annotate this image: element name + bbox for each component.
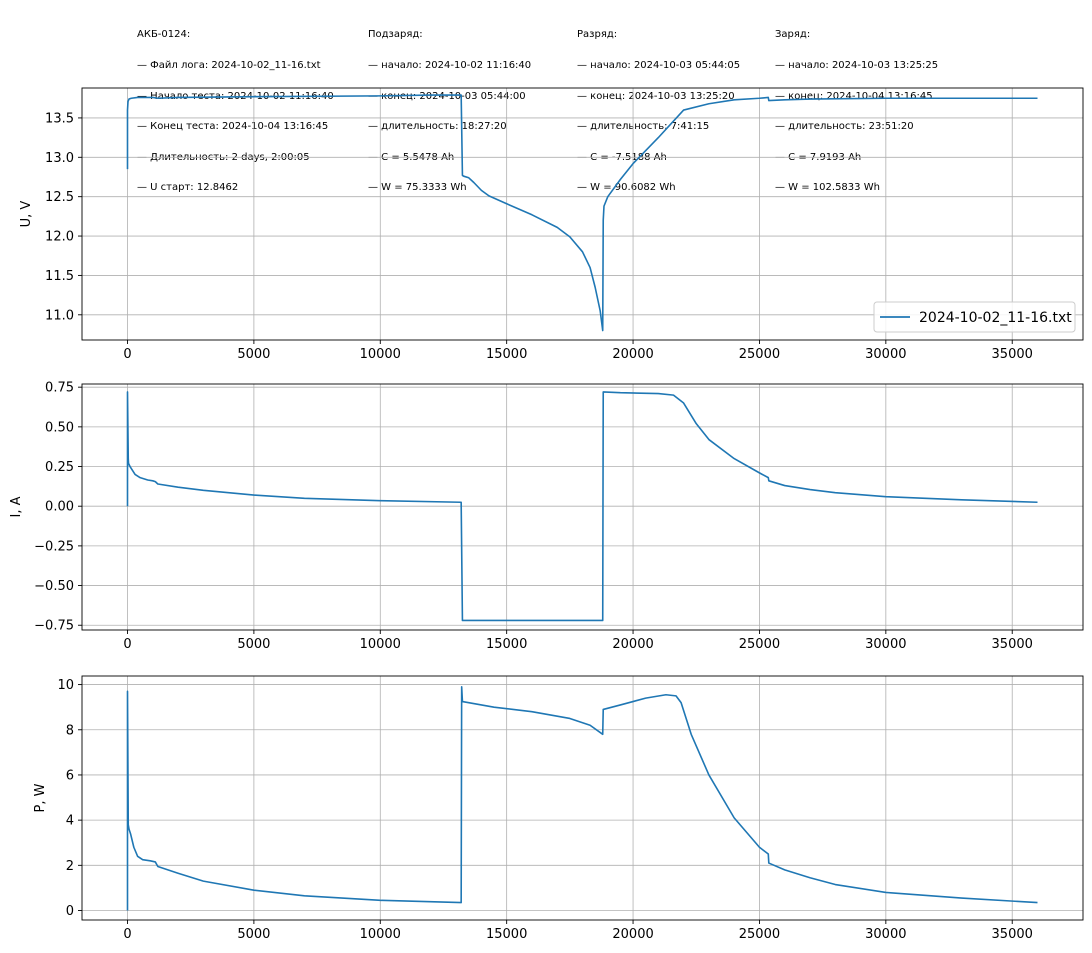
info-line: — начало: 2024-10-02 11:16:40	[368, 60, 532, 72]
y-tick-label: 11.5	[45, 269, 74, 284]
series-line	[126, 686, 1038, 911]
x-tick-label: 10000	[360, 927, 401, 942]
y-tick-label: 4	[66, 814, 74, 829]
info-line: — начало: 2024-10-03 05:44:05	[577, 60, 741, 72]
x-tick-label: 5000	[237, 637, 270, 652]
plot-frame	[81, 675, 1084, 921]
x-tick-label: 20000	[612, 637, 653, 652]
info-title: Подзаряд:	[368, 29, 423, 41]
info-title: Разряд:	[577, 29, 618, 41]
y-tick-label: 0.25	[45, 460, 74, 475]
info-line: — длительность: 23:51:20	[775, 121, 914, 133]
x-tick-label: 0	[123, 927, 131, 942]
legend-label: 2024-10-02_11-16.txt	[919, 310, 1072, 326]
y-tick-label: 11.0	[45, 308, 74, 323]
x-tick-label: 0	[123, 347, 131, 362]
y-tick-label: −0.25	[34, 539, 74, 554]
y-tick-label: 6	[66, 768, 74, 783]
x-tick-label: 15000	[486, 927, 527, 942]
x-tick-label: 15000	[486, 637, 527, 652]
info-line: — W = 75.3333 Wh	[368, 182, 467, 194]
info-title: АКБ-0124:	[137, 29, 191, 41]
voltage-chart-panel: 0 5000 10000 15000 20000 25000 30000 35000 11.0 1…	[19, 87, 1084, 362]
y-tick-label: 8	[66, 723, 74, 738]
info-line: — длительность: 7:41:15	[577, 121, 710, 133]
x-tick-label: 25000	[739, 927, 780, 942]
x-tick-label: 25000	[739, 347, 780, 362]
info-title: Заряд:	[775, 29, 811, 41]
y-tick-label: 13.0	[45, 151, 74, 166]
y-tick-label: −0.75	[34, 619, 74, 634]
x-tick-label: 30000	[865, 927, 906, 942]
series-line	[126, 94, 1038, 332]
y-tick-label: 0.00	[45, 500, 74, 515]
x-tick-label: 20000	[612, 347, 653, 362]
info-line: — конец: 2024-10-03 13:25:20	[577, 90, 735, 102]
y-axis-label: P, W	[33, 783, 48, 812]
info-line: — U старт: 12.8462	[137, 182, 239, 194]
plot-frame	[81, 87, 1084, 341]
y-tick-label: 12.5	[45, 190, 74, 205]
x-tick-label: 0	[123, 637, 131, 652]
series-line	[126, 391, 1038, 622]
x-tick-label: 35000	[992, 927, 1033, 942]
x-tick-label: 5000	[237, 347, 270, 362]
x-tick-label: 30000	[865, 637, 906, 652]
y-tick-label: 0	[66, 904, 74, 919]
info-line: — длительность: 18:27:20	[368, 121, 507, 133]
x-tick-label: 20000	[612, 927, 653, 942]
info-line: — начало: 2024-10-03 13:25:25	[775, 60, 939, 72]
y-tick-label: 12.0	[45, 230, 74, 245]
x-tick-label: 10000	[360, 637, 401, 652]
legend-box	[873, 301, 1076, 333]
x-tick-label: 10000	[360, 347, 401, 362]
info-column-charge: Заряд: — начало: 2024-10-03 13:25:25 — к…	[775, 10, 938, 204]
plot-frame	[81, 383, 1084, 631]
x-tick-label: 5000	[237, 927, 270, 942]
y-tick-label: 0.50	[45, 420, 74, 435]
y-axis-label: U, V	[19, 201, 34, 228]
x-tick-label: 15000	[486, 347, 527, 362]
y-tick-label: 13.5	[45, 111, 74, 126]
y-tick-label: 2	[66, 859, 74, 874]
power-chart-panel: 0 5000 10000 15000 20000 25000 30000 35000 0 2 4 6 8…	[33, 675, 1084, 942]
info-line: — Конец теста: 2024-10-04 13:16:45	[137, 121, 329, 133]
info-line: — W = 102.5833 Wh	[775, 182, 880, 194]
y-axis-label: I, A	[9, 496, 24, 517]
x-tick-label: 25000	[739, 637, 780, 652]
info-line: — Файл лога: 2024-10-02_11-16.txt	[137, 60, 321, 72]
y-tick-label: −0.50	[34, 579, 74, 594]
x-tick-label: 35000	[992, 347, 1033, 362]
legend: 2024-10-02_11-16.txt	[873, 301, 1076, 333]
x-tick-label: 30000	[865, 347, 906, 362]
info-line: — конец: 2024-10-04 13:16:45	[775, 90, 933, 102]
x-tick-label: 35000	[992, 637, 1033, 652]
info-line: — W = 90.6082 Wh	[577, 182, 676, 194]
y-tick-label: 10	[57, 678, 74, 693]
current-chart-panel: 0 5000 10000 15000 20000 25000 30000 35000 −0.75…	[9, 381, 1084, 652]
y-tick-label: 0.75	[45, 381, 74, 396]
